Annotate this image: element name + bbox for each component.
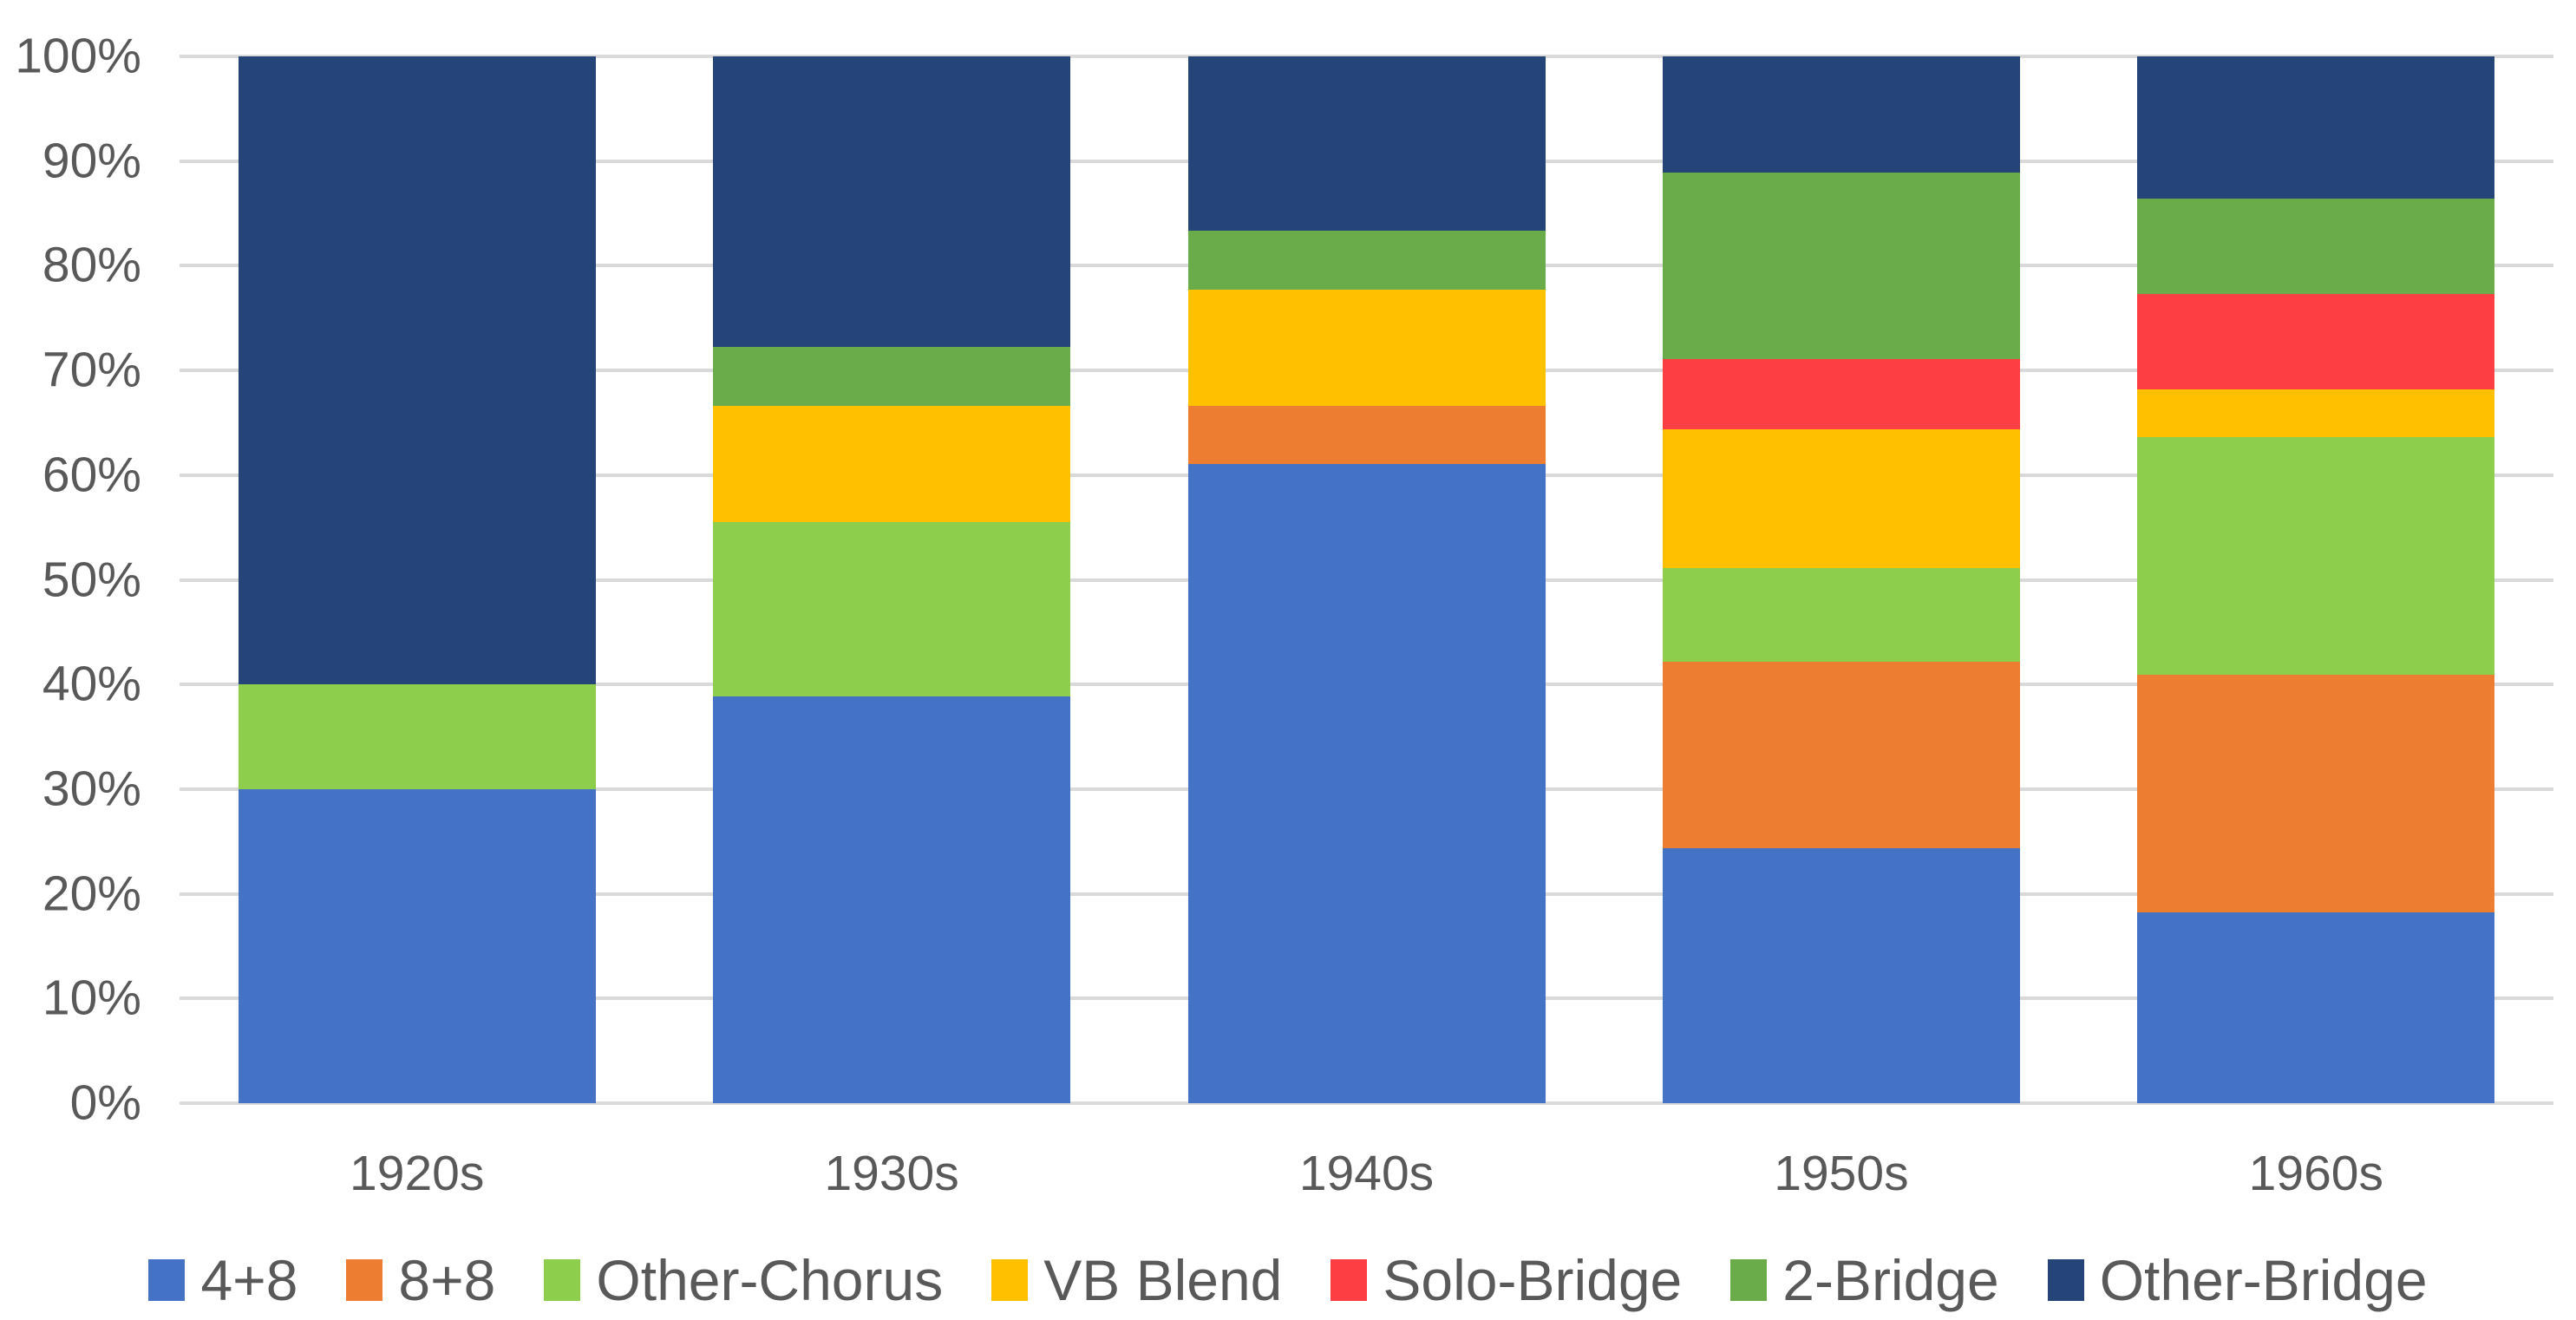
bar-segment-1930s-VB Blend <box>713 405 1071 522</box>
bar-segment-1930s-4+8 <box>713 696 1071 1103</box>
legend-label-8+8: 8+8 <box>398 1248 496 1312</box>
x-tick-label-1950s: 1950s <box>1774 1146 1909 1201</box>
legend-swatch-Solo-Bridge <box>1330 1259 1368 1301</box>
legend: 4+8 8+8 Other-Chorus VB Blend Solo-Bridge 2-B… <box>0 1247 2576 1313</box>
legend-item-Other-Bridge: Other-Bridge <box>2047 1247 2428 1313</box>
bars-container <box>180 56 2553 1103</box>
bar-segment-1960s-2-Bridge <box>2137 199 2495 295</box>
legend-item-Solo-Bridge: Solo-Bridge <box>1330 1247 1682 1313</box>
y-tick-label-90%: 90% <box>42 133 141 189</box>
bar-segment-1940s-Other-Bridge <box>1187 56 1546 232</box>
stacked-bar-1940s <box>1187 56 1546 1103</box>
bar-segment-1960s-VB Blend <box>2137 389 2495 437</box>
bar-segment-1930s-2-Bridge <box>713 347 1071 406</box>
legend-item-8+8: 8+8 <box>346 1247 495 1313</box>
bar-segment-1940s-2-Bridge <box>1187 231 1546 290</box>
bar-segment-1950s-Other-Bridge <box>1662 56 2020 173</box>
legend-label-Other-Bridge: Other-Bridge <box>2099 1248 2428 1312</box>
bar-segment-1960s-Other-Bridge <box>2137 56 2495 199</box>
y-tick-label-70%: 70% <box>42 342 141 398</box>
bar-segment-1920s-Other-Bridge <box>238 56 596 685</box>
y-tick-label-0%: 0% <box>69 1075 141 1131</box>
legend-label-Solo-Bridge: Solo-Bridge <box>1383 1248 1683 1312</box>
bar-segment-1940s-4+8 <box>1187 464 1546 1103</box>
legend-swatch-2-Bridge <box>1730 1259 1768 1301</box>
stacked-bar-1930s <box>713 56 1071 1103</box>
legend-swatch-8+8 <box>346 1259 383 1301</box>
legend-item-4+8: 4+8 <box>148 1247 297 1313</box>
bar-segment-1920s-Other-Chorus <box>238 684 596 789</box>
legend-item-2-Bridge: 2-Bridge <box>1730 1247 1999 1313</box>
bar-slot-1940s <box>1129 56 1604 1103</box>
legend-swatch-Other-Bridge <box>2047 1259 2084 1301</box>
bar-segment-1950s-2-Bridge <box>1662 173 2020 359</box>
bar-segment-1950s-8+8 <box>1662 661 2020 848</box>
y-tick-label-60%: 60% <box>42 447 141 503</box>
y-tick-label-80%: 80% <box>42 237 141 293</box>
bar-segment-1960s-Solo-Bridge <box>2137 294 2495 390</box>
bar-segment-1930s-Other-Chorus <box>713 521 1071 696</box>
legend-swatch-4+8 <box>148 1259 186 1301</box>
legend-label-Other-Chorus: Other-Chorus <box>596 1248 944 1312</box>
bar-segment-1950s-4+8 <box>1662 847 2020 1103</box>
x-axis: 1920s 1930s 1940s 1950s 1960s <box>180 1145 2553 1202</box>
x-tick-label-1940s: 1940s <box>1298 1146 1435 1201</box>
y-tick-label-40%: 40% <box>42 656 141 712</box>
plot-area <box>180 55 2553 1105</box>
bar-segment-1960s-4+8 <box>2137 912 2495 1103</box>
stacked-bar-1920s <box>238 56 596 1103</box>
x-tick-label-1930s: 1930s <box>824 1146 959 1201</box>
legend-label-4+8: 4+8 <box>200 1248 298 1312</box>
y-tick-label-20%: 20% <box>42 866 141 922</box>
x-tick-label-1960s: 1960s <box>2248 1146 2383 1201</box>
y-tick-label-10%: 10% <box>42 970 141 1026</box>
y-axis: 0% 10% 20% 30% 40% 50% 60% 70% 80% 90% 100% <box>0 31 141 1127</box>
legend-swatch-Other-Chorus <box>544 1259 581 1301</box>
gridline-100% <box>180 55 2553 58</box>
bar-slot-1950s <box>1604 56 2078 1103</box>
bar-segment-1950s-VB Blend <box>1662 428 2020 569</box>
y-tick-label-50%: 50% <box>42 552 141 607</box>
bar-segment-1950s-Solo-Bridge <box>1662 358 2020 429</box>
bar-segment-1950s-Other-Chorus <box>1662 568 2020 662</box>
x-tick-label-1920s: 1920s <box>350 1146 485 1201</box>
stacked-bar-1960s <box>2137 56 2495 1103</box>
y-tick-label-100%: 100% <box>15 28 141 84</box>
bar-slot-1960s <box>2079 56 2553 1103</box>
stacked-bar-1950s <box>1662 56 2020 1103</box>
bar-segment-1940s-8+8 <box>1187 405 1546 465</box>
legend-label-2-Bridge: 2-Bridge <box>1782 1248 1999 1312</box>
legend-swatch-VB Blend <box>991 1259 1029 1301</box>
legend-item-Other-Chorus: Other-Chorus <box>544 1247 943 1313</box>
legend-item-VB Blend: VB Blend <box>991 1247 1282 1313</box>
bar-slot-1920s <box>180 56 654 1103</box>
bar-segment-1930s-Other-Bridge <box>713 56 1071 348</box>
y-tick-label-30%: 30% <box>42 761 141 817</box>
gridline-0% <box>180 1101 2553 1105</box>
legend-label-VB Blend: VB Blend <box>1043 1248 1283 1312</box>
bar-segment-1920s-4+8 <box>238 788 596 1103</box>
bar-segment-1960s-8+8 <box>2137 674 2495 913</box>
bar-slot-1930s <box>654 56 1128 1103</box>
bar-segment-1940s-VB Blend <box>1187 289 1546 406</box>
bar-segment-1960s-Other-Chorus <box>2137 436 2495 675</box>
